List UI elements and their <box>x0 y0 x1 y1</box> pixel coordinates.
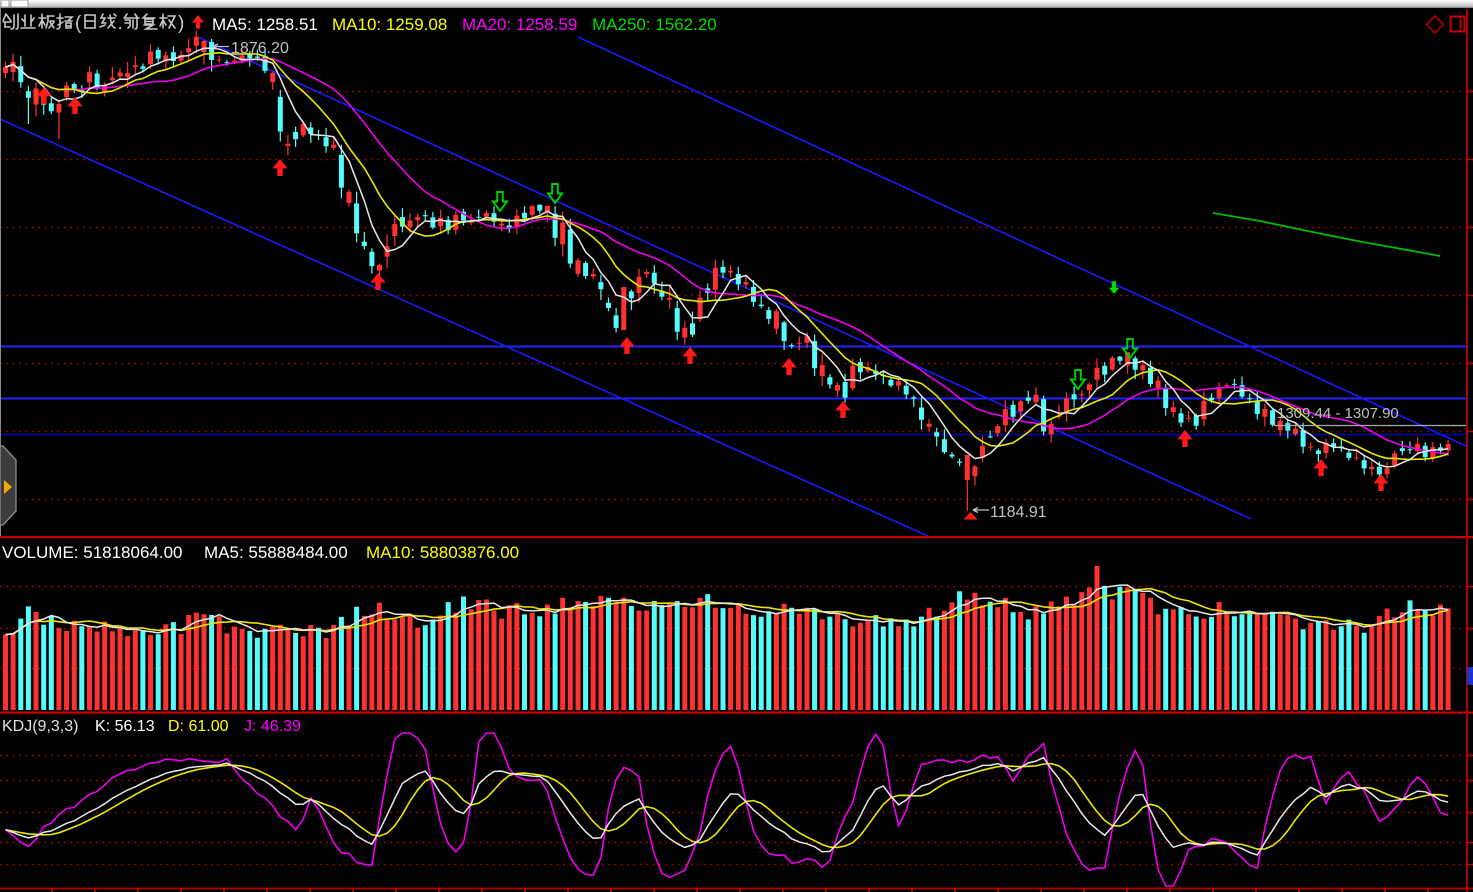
svg-text:D: 61.00: D: 61.00 <box>168 718 229 735</box>
svg-text:MA20: 1258.59: MA20: 1258.59 <box>462 15 577 34</box>
svg-text:MA5: 55888484.00: MA5: 55888484.00 <box>204 543 348 562</box>
svg-text:MA250: 1562.20: MA250: 1562.20 <box>592 15 717 34</box>
svg-text:1876.20: 1876.20 <box>231 40 289 57</box>
svg-text:): ) <box>178 13 184 34</box>
svg-text:.: . <box>118 13 123 34</box>
svg-text:J: 46.39: J: 46.39 <box>244 718 301 735</box>
svg-text:KDJ(9,3,3): KDJ(9,3,3) <box>2 718 78 735</box>
svg-text:MA10: 1259.08: MA10: 1259.08 <box>332 15 447 34</box>
svg-text:VOLUME: 51818064.00: VOLUME: 51818064.00 <box>2 543 183 562</box>
svg-text:MA5: 1258.51: MA5: 1258.51 <box>212 15 318 34</box>
svg-text:1309.44 - 1307.90: 1309.44 - 1307.90 <box>1277 405 1399 422</box>
svg-text:(: ( <box>75 13 82 34</box>
svg-text:MA10: 58803876.00: MA10: 58803876.00 <box>366 543 519 562</box>
svg-text:K: 56.13: K: 56.13 <box>95 718 155 735</box>
svg-text:1184.91: 1184.91 <box>990 504 1047 521</box>
